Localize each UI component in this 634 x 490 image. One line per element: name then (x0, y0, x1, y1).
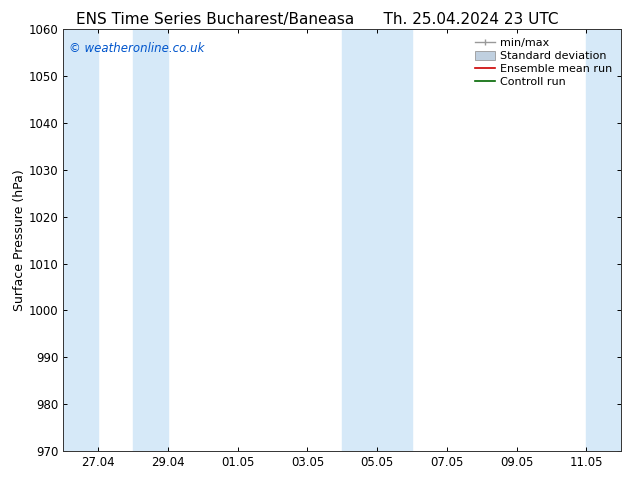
Text: © weatheronline.co.uk: © weatheronline.co.uk (69, 42, 204, 55)
Bar (133, 29, 168, 451)
Legend: min/max, Standard deviation, Ensemble mean run, Controll run: min/max, Standard deviation, Ensemble me… (471, 35, 616, 90)
Bar (342, 29, 412, 451)
Y-axis label: Surface Pressure (hPa): Surface Pressure (hPa) (13, 169, 26, 311)
Bar (63, 29, 98, 451)
Bar (586, 29, 621, 451)
Text: ENS Time Series Bucharest/Baneasa      Th. 25.04.2024 23 UTC: ENS Time Series Bucharest/Baneasa Th. 25… (75, 12, 559, 27)
